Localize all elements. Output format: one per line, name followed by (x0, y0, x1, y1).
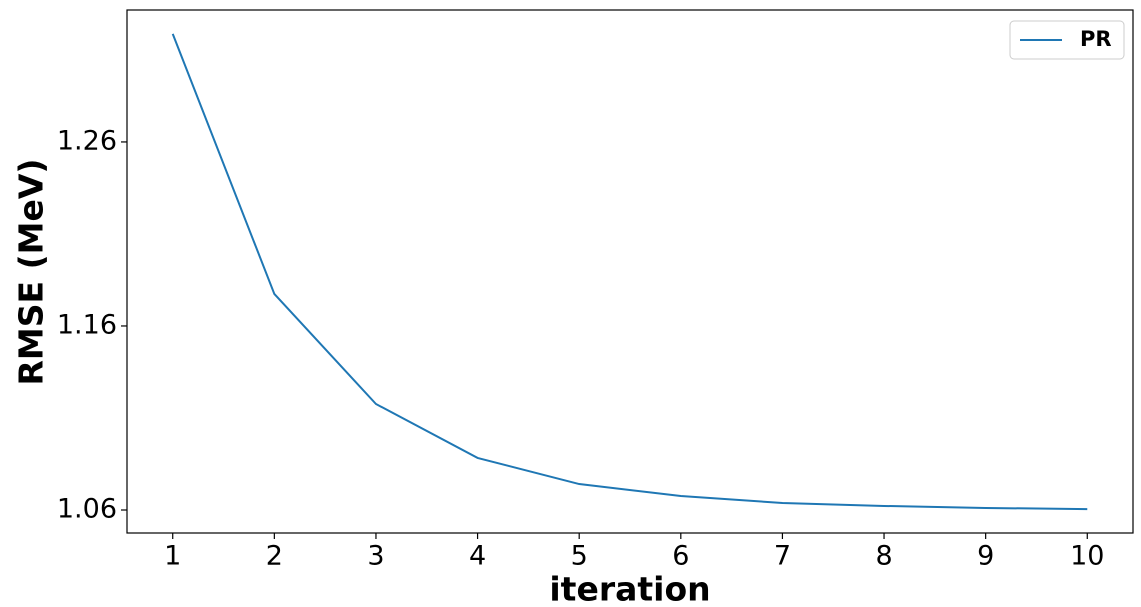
x-tick-label: 7 (774, 541, 791, 572)
x-tick-label: 10 (1070, 541, 1104, 572)
x-tick-label: 4 (469, 541, 486, 572)
series-line (171, 33, 1088, 511)
y-tick-label: 1.06 (57, 493, 117, 524)
x-tick-label: 3 (367, 541, 384, 572)
x-tick-label: 2 (266, 541, 283, 572)
plot-frame (126, 9, 1134, 534)
x-tick-label: 5 (571, 541, 588, 572)
x-tick-label: 6 (672, 541, 689, 572)
y-tick-label: 1.16 (57, 309, 117, 340)
x-axis-label: iteration (549, 570, 710, 607)
legend-box (1009, 20, 1125, 60)
x-tick-label: 9 (977, 541, 994, 572)
x-tick-label: 8 (875, 541, 892, 572)
y-axis-label: RMSE (MeV) (12, 159, 51, 386)
legend-label: PR (1080, 27, 1112, 51)
x-tick-label: 1 (164, 541, 181, 572)
y-tick-label: 1.26 (57, 125, 117, 156)
